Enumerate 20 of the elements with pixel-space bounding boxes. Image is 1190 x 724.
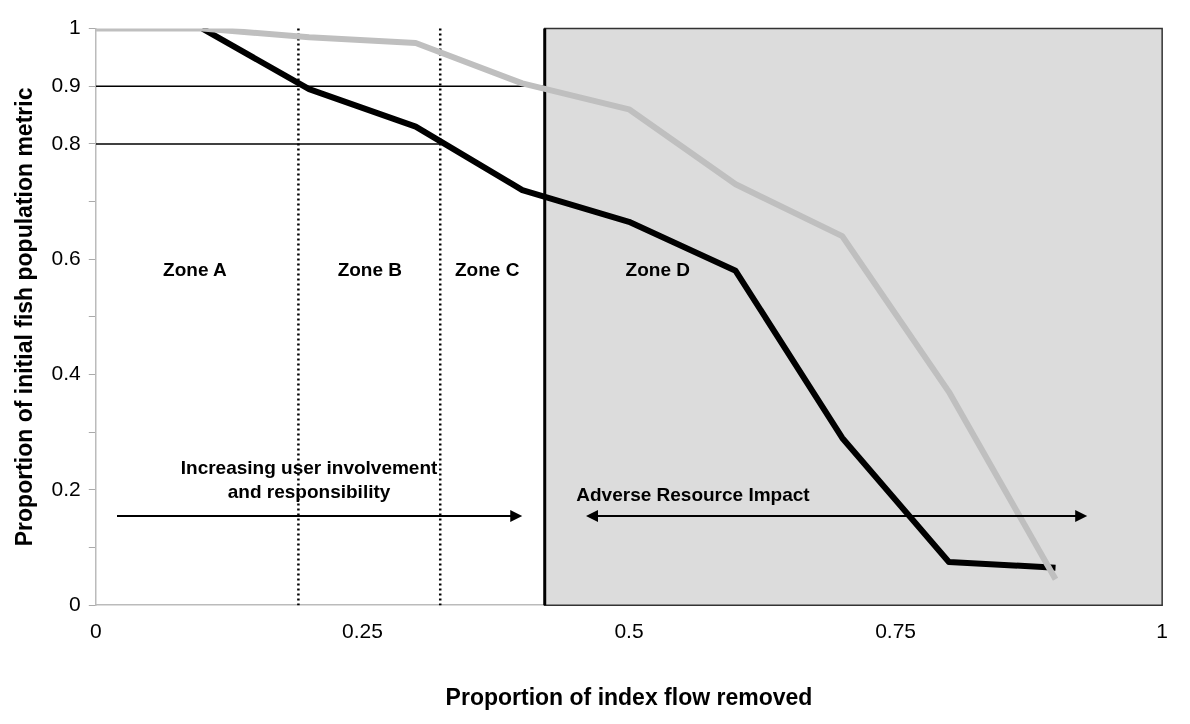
y-tick-label: 0.9 bbox=[51, 73, 81, 97]
y-axis-title: Proportion of initial fish population metric bbox=[11, 87, 38, 547]
annotation: Zone C bbox=[454, 259, 520, 281]
annotation: Zone B bbox=[337, 259, 403, 281]
annotation: Increasing user involvement and responsibility bbox=[180, 457, 439, 503]
x-tick-label: 0.75 bbox=[875, 618, 917, 642]
x-tick-label: 0 bbox=[89, 618, 102, 642]
y-tick-label: 0.2 bbox=[51, 476, 81, 500]
y-tick-label: 0.8 bbox=[51, 130, 81, 154]
annotation: Zone A bbox=[163, 259, 228, 281]
y-tick-label: 1 bbox=[69, 15, 81, 39]
annotation: Adverse Resource Impact bbox=[576, 483, 811, 505]
x-tick-label: 0.5 bbox=[614, 618, 644, 642]
x-axis-title: Proportion of index flow removed bbox=[445, 683, 813, 710]
annotation: Zone D bbox=[625, 259, 690, 281]
y-tick-label: 0.6 bbox=[51, 246, 81, 270]
x-tick-label: 1 bbox=[1156, 618, 1168, 642]
y-tick-label: 0.4 bbox=[51, 361, 82, 385]
x-tick-label: 0.25 bbox=[341, 618, 383, 642]
y-tick-label: 0 bbox=[69, 592, 81, 615]
